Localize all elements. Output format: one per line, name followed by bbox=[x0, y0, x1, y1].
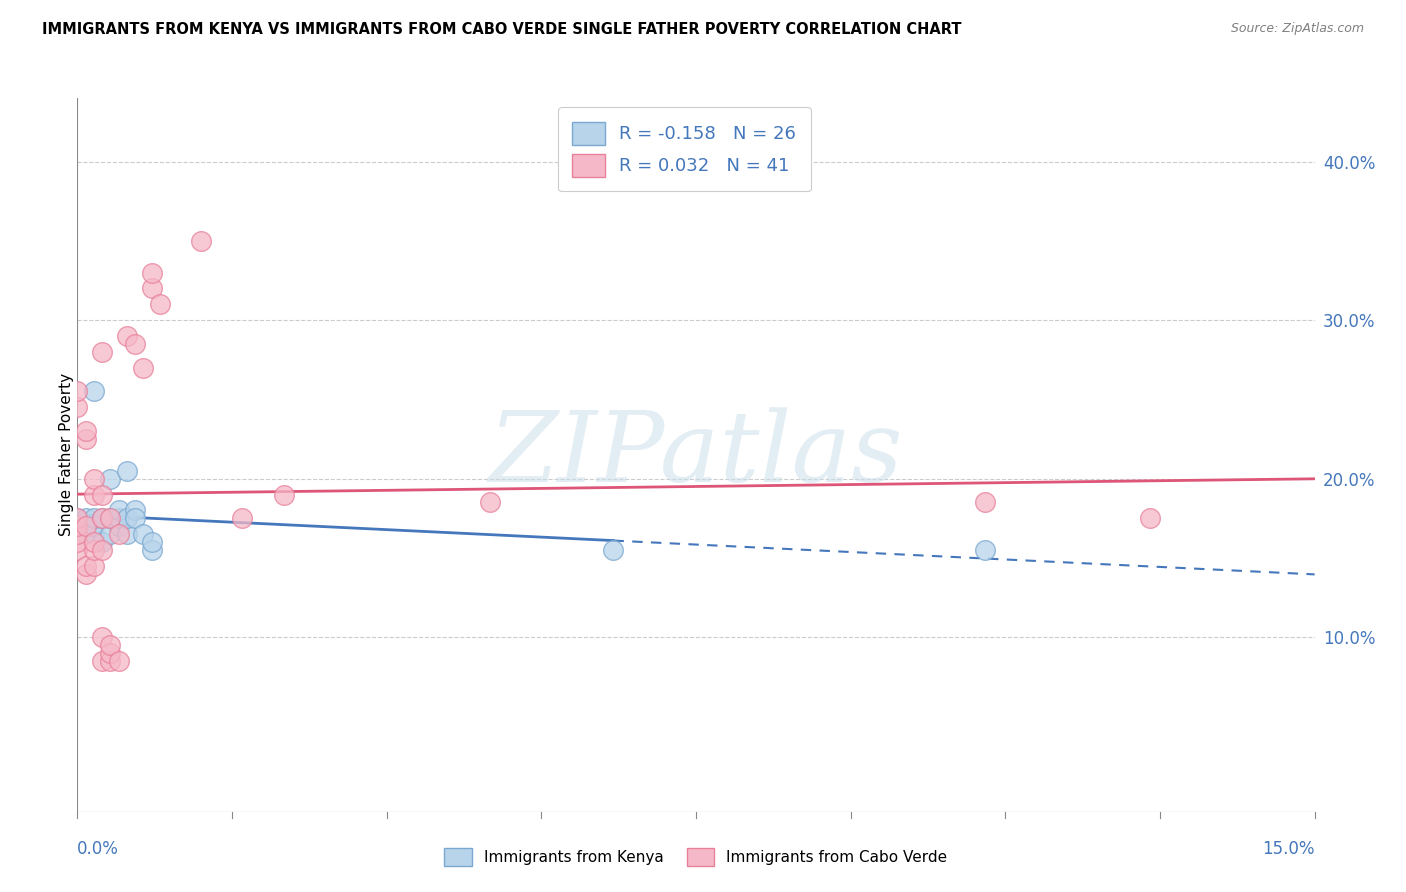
Point bbox=[66, 519, 89, 533]
Text: 15.0%: 15.0% bbox=[1263, 840, 1315, 858]
Point bbox=[124, 511, 146, 525]
Point bbox=[107, 654, 129, 668]
Point bbox=[75, 527, 97, 541]
Point bbox=[83, 558, 105, 573]
Point bbox=[75, 566, 97, 581]
Point bbox=[66, 527, 89, 541]
Point bbox=[107, 511, 129, 525]
Point bbox=[98, 638, 121, 652]
Point bbox=[83, 472, 105, 486]
Point bbox=[66, 401, 89, 415]
Text: 0.0%: 0.0% bbox=[77, 840, 120, 858]
Point bbox=[91, 535, 114, 549]
Point bbox=[149, 297, 172, 311]
Text: Source: ZipAtlas.com: Source: ZipAtlas.com bbox=[1230, 22, 1364, 36]
Point bbox=[115, 527, 138, 541]
Point bbox=[141, 543, 163, 558]
Point bbox=[98, 646, 121, 660]
Point bbox=[75, 432, 97, 446]
Point bbox=[75, 511, 97, 525]
Point bbox=[115, 329, 138, 343]
Point bbox=[66, 511, 89, 525]
Point bbox=[83, 519, 105, 533]
Point bbox=[98, 511, 121, 525]
Point bbox=[124, 337, 146, 351]
Point bbox=[91, 487, 114, 501]
Point bbox=[91, 344, 114, 359]
Point bbox=[973, 495, 995, 509]
Point bbox=[107, 519, 129, 533]
Point bbox=[231, 511, 253, 525]
Point bbox=[107, 527, 129, 541]
Point bbox=[91, 654, 114, 668]
Point bbox=[115, 511, 138, 525]
Point bbox=[602, 543, 624, 558]
Point bbox=[273, 487, 295, 501]
Point bbox=[132, 527, 155, 541]
Point bbox=[141, 535, 163, 549]
Point bbox=[124, 503, 146, 517]
Point bbox=[98, 472, 121, 486]
Point bbox=[83, 535, 105, 549]
Point bbox=[91, 511, 114, 525]
Point bbox=[83, 384, 105, 399]
Point bbox=[75, 519, 97, 533]
Point bbox=[83, 527, 105, 541]
Point bbox=[115, 464, 138, 478]
Point bbox=[98, 527, 121, 541]
Point bbox=[98, 654, 121, 668]
Point bbox=[75, 519, 97, 533]
Point bbox=[75, 424, 97, 438]
Point bbox=[91, 511, 114, 525]
Point bbox=[1139, 511, 1161, 525]
Point bbox=[75, 558, 97, 573]
Legend: Immigrants from Kenya, Immigrants from Cabo Verde: Immigrants from Kenya, Immigrants from C… bbox=[439, 842, 953, 871]
Point bbox=[141, 281, 163, 295]
Point bbox=[83, 543, 105, 558]
Point bbox=[91, 630, 114, 644]
Point bbox=[141, 266, 163, 280]
Point bbox=[66, 384, 89, 399]
Point bbox=[98, 511, 121, 525]
Point bbox=[91, 543, 114, 558]
Point bbox=[66, 511, 89, 525]
Point bbox=[66, 543, 89, 558]
Y-axis label: Single Father Poverty: Single Father Poverty bbox=[59, 374, 73, 536]
Text: IMMIGRANTS FROM KENYA VS IMMIGRANTS FROM CABO VERDE SINGLE FATHER POVERTY CORREL: IMMIGRANTS FROM KENYA VS IMMIGRANTS FROM… bbox=[42, 22, 962, 37]
Point bbox=[973, 543, 995, 558]
Text: ZIPatlas: ZIPatlas bbox=[489, 408, 903, 502]
Point bbox=[83, 511, 105, 525]
Point bbox=[107, 503, 129, 517]
Point bbox=[478, 495, 501, 509]
Point bbox=[132, 360, 155, 375]
Point bbox=[190, 234, 212, 248]
Point bbox=[83, 487, 105, 501]
Point bbox=[66, 535, 89, 549]
